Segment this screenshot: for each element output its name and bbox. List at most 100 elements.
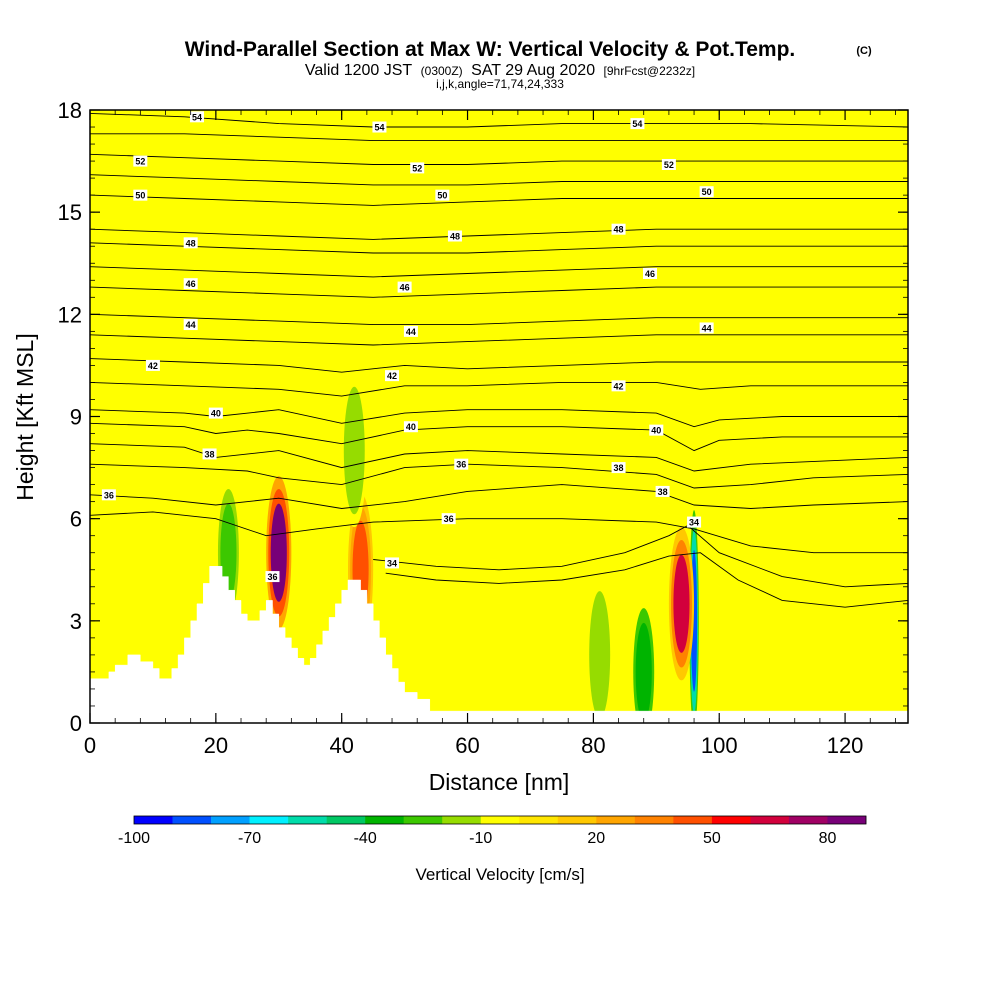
theta-contour-line [90,174,908,186]
contour-label-bg [101,489,116,501]
y-tick-label: 6 [70,507,82,532]
subtitle-forecast: [9hrFcst@2232z] [604,64,696,78]
contour-label-bg [385,370,400,382]
chart-subtitle: Valid 1200 JST (0300Z) SAT 29 Aug 2020 [… [305,62,695,79]
colorbar-swatch [519,816,559,824]
colorbar-tick-label: -100 [118,830,150,847]
colorbar-swatch [557,816,597,824]
colorbar: -100 -70 -40 -10 20 50 80 [118,815,867,847]
theta-contour-line [90,334,908,346]
contour-label-bg [643,267,658,279]
colorbar-swatch [211,816,250,824]
colorbar-swatch [403,816,443,824]
velocity-cell [266,476,292,630]
colorbar-swatch [673,816,713,824]
y-tick-label: 0 [70,711,82,736]
colorbar-swatch [365,816,404,824]
colorbar-swatch [827,816,867,824]
contour-label: 38 [614,463,624,473]
colorbar-tick-label: -70 [238,830,261,847]
x-tick-label: 80 [581,733,605,758]
theta-contour-line [90,242,908,254]
contour-label-bg [447,230,462,242]
contour-label-bg [265,571,280,583]
colorbar-tick-label: -10 [469,830,492,847]
contour-label-bg [454,458,469,470]
colorbar-tick-label: 20 [587,830,605,847]
velocity-contour-fill [270,503,287,602]
colorbar-title: Vertical Velocity [cm/s] [415,865,584,884]
contour-label: 46 [645,269,655,279]
x-tick-label: 20 [204,733,228,758]
contour-label: 36 [456,460,466,470]
contour-label: 40 [651,426,661,436]
contour-label-bg [699,322,714,334]
contour-label: 48 [614,225,624,235]
colorbar-swatch [249,816,289,824]
contour-label: 38 [658,487,668,497]
theta-contour-line [385,552,908,608]
velocity-contour-fill [346,401,363,500]
colorbar-swatch [788,816,828,824]
contour-label-bg [699,186,714,198]
contour-label: 54 [632,119,642,129]
contour-label-bg [611,223,626,235]
contour-label: 38 [205,449,215,459]
velocity-cell [341,373,367,528]
theta-contour-line [90,358,908,373]
velocity-cell [631,595,657,723]
colorbar-swatch [750,816,790,824]
subtitle-valid: Valid 1200 JST [305,62,413,79]
contour-label: 44 [406,327,416,337]
y-tick-label: 3 [70,609,82,634]
colorbar-swatch [480,816,520,824]
velocity-contour-fill [673,554,690,653]
contour-label-bg [630,118,645,130]
contour-label: 52 [412,163,422,173]
colorbar-swatch [634,816,674,824]
contour-label-bg [183,319,198,331]
contour-label: 48 [186,238,196,248]
contour-label: 48 [450,232,460,242]
x-axis-label: Distance [nm] [429,769,570,795]
contour-label-bg [403,421,418,433]
contour-label-bg [410,162,425,174]
subtitle-date: SAT 29 Aug 2020 [471,62,595,79]
y-axis-label: Height [Kft MSL] [12,333,38,500]
theta-contour-line [90,381,908,397]
colorbar-swatch [172,816,212,824]
contour-label-bg [208,407,223,419]
theta-contour-line [90,313,908,326]
terrain-profile [90,566,908,723]
contour-label: 46 [400,283,410,293]
contour-label-bg [385,557,400,569]
theta-contour-line [90,266,908,278]
contour-label: 54 [374,123,384,133]
contour-label-bg [441,513,456,525]
contour-label-bg [435,189,450,201]
x-tick-label: 60 [455,733,479,758]
theta-contour-line [90,153,908,165]
contour-label-bg [372,121,387,133]
chart-subtitle-indices: i,j,k,angle=71,74,24,333 [436,77,564,91]
contour-label: 54 [192,112,202,122]
colorbar-swatch [134,816,173,824]
contour-label-bg [611,380,626,392]
y-tick-label: 15 [58,200,82,225]
colorbar-tick-label: 50 [703,830,721,847]
colorbar-swatch [326,816,366,824]
contour-label: 50 [702,187,712,197]
contour-label-bg [611,462,626,474]
x-tick-label: 100 [701,733,738,758]
theta-contour-line [90,228,908,240]
colorbar-swatch [596,816,636,824]
velocity-cell [668,527,695,681]
colorbar-swatch [442,816,482,824]
contour-label: 36 [444,514,454,524]
y-tick-label: 9 [70,405,82,430]
terrain [90,566,908,723]
contour-label: 52 [664,160,674,170]
contour-label: 42 [148,361,158,371]
chart-title: Wind-Parallel Section at Max W: Vertical… [185,38,796,61]
contour-label-bg [655,485,670,497]
